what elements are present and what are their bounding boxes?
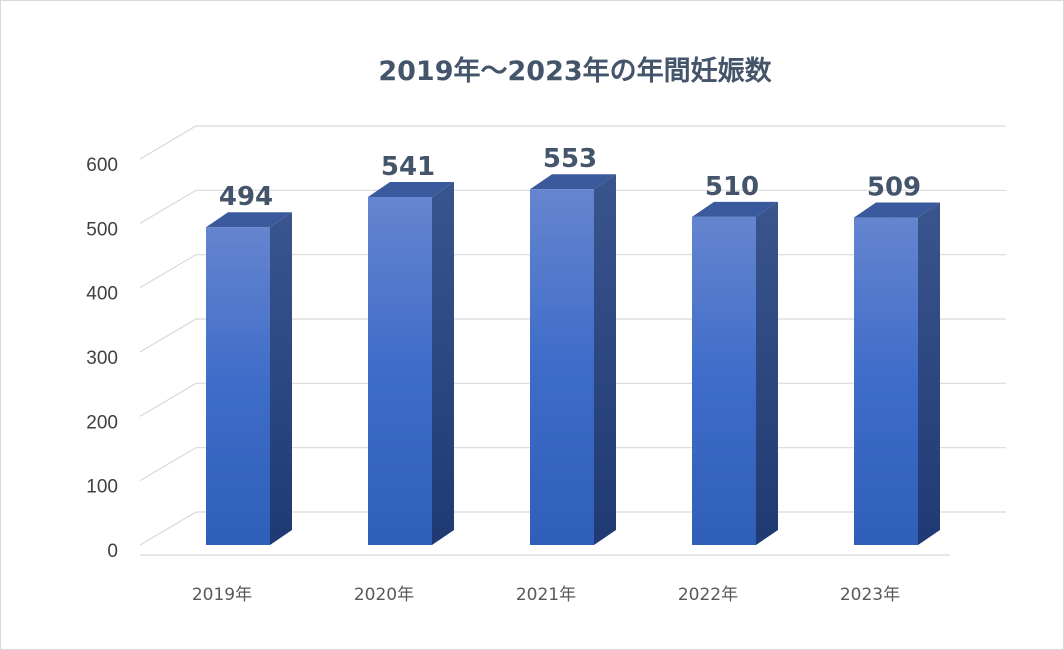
bar-2021年 <box>530 174 616 545</box>
bar-front <box>854 217 918 545</box>
bar-top <box>530 174 616 190</box>
y-tick-label: 400 <box>86 284 118 305</box>
bar-2023年 <box>854 202 940 545</box>
x-tick-label: 2021年 <box>516 585 576 605</box>
y-tick-label: 100 <box>86 477 118 498</box>
bar-front <box>368 196 432 545</box>
bar-front <box>530 189 594 545</box>
x-tick-label: 2022年 <box>678 585 738 605</box>
gridline <box>139 189 1006 224</box>
bar-side <box>918 202 940 545</box>
data-label: 494 <box>219 182 273 212</box>
bar-side <box>270 212 292 545</box>
bar-top <box>206 212 292 228</box>
bar-2022年 <box>692 201 778 545</box>
y-tick-label: 500 <box>86 219 118 240</box>
gridline <box>139 125 1006 160</box>
chart-title: 2019年～2023年の年間妊娠数 <box>378 55 772 87</box>
data-label: 510 <box>705 172 759 202</box>
y-tick-label: 0 <box>107 541 118 562</box>
x-tick-label: 2020年 <box>354 585 414 605</box>
x-tick-label: 2023年 <box>840 585 900 605</box>
bar-front <box>206 227 270 545</box>
bar-2019年 <box>206 212 292 545</box>
bar-top <box>854 202 940 218</box>
data-label: 541 <box>381 152 435 182</box>
bar-front <box>692 216 756 545</box>
y-tick-label: 300 <box>86 348 118 369</box>
bar-side <box>594 174 616 545</box>
bar-side <box>432 181 454 545</box>
y-tick-label: 200 <box>86 412 118 433</box>
bar-2020年 <box>368 181 454 545</box>
bar-top <box>692 201 778 217</box>
y-tick-label: 600 <box>86 155 118 176</box>
data-label: 553 <box>543 144 597 174</box>
x-tick-label: 2019年 <box>192 585 252 605</box>
bar-side <box>756 201 778 545</box>
bar-top <box>368 181 454 197</box>
data-label: 509 <box>867 173 921 203</box>
